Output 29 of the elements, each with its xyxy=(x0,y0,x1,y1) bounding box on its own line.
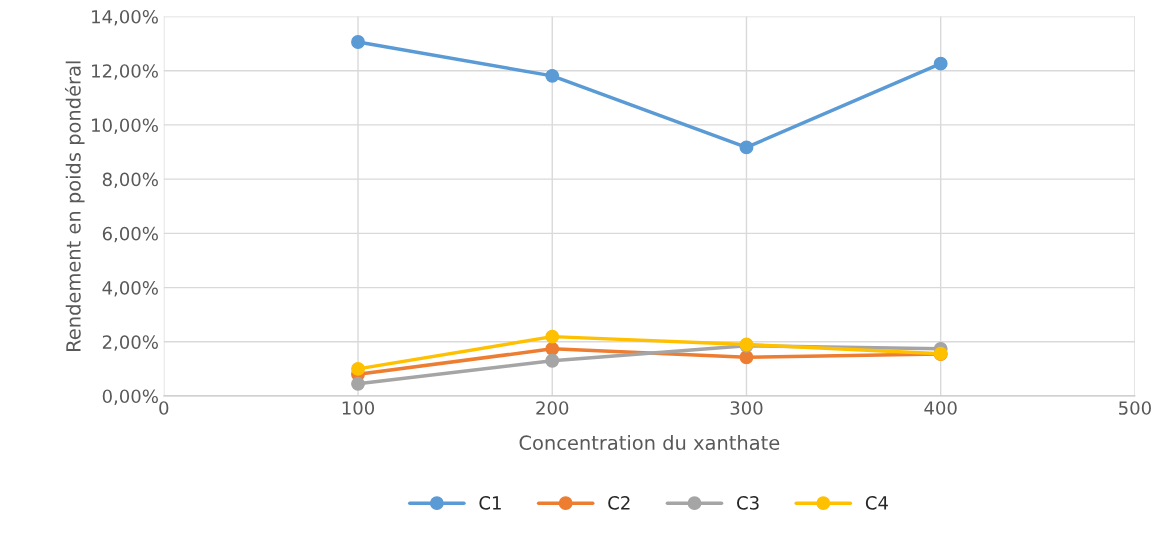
point xyxy=(545,341,560,356)
y-tick-label: 14,00% xyxy=(92,9,158,26)
y-tick-label: 0,00% xyxy=(102,389,158,405)
point xyxy=(933,56,948,71)
point xyxy=(351,35,365,49)
legend-label: C2 xyxy=(608,496,630,510)
y-tick-label: 4,00% xyxy=(102,281,158,297)
y-tick-label: 12,00% xyxy=(92,64,158,80)
y-tick-label: 8,00% xyxy=(102,172,158,189)
x-tick-label: 500 xyxy=(1119,401,1151,415)
x-tick-label: 0 xyxy=(159,401,169,415)
point xyxy=(351,361,365,376)
y-tick-label: 2,00% xyxy=(102,335,158,351)
x-axis-title: Concentration du xanthate xyxy=(519,435,780,451)
x-tick-label: 100 xyxy=(342,401,375,415)
point xyxy=(739,140,754,155)
legend-label: C3 xyxy=(737,496,759,510)
x-tick-label: 200 xyxy=(536,401,569,415)
y-tick-label: 10,00% xyxy=(92,118,158,134)
y-axis-title: Rendement en poids pondéral xyxy=(64,61,85,351)
y-tick-label: 6,00% xyxy=(102,226,158,243)
legend-label: C1 xyxy=(479,496,501,510)
point xyxy=(545,68,560,83)
x-tick-label: 400 xyxy=(924,401,957,415)
legend-label: C4 xyxy=(865,496,888,510)
point xyxy=(351,376,365,391)
x-tick-label: 300 xyxy=(730,401,763,415)
point xyxy=(545,329,560,344)
point xyxy=(545,353,560,368)
